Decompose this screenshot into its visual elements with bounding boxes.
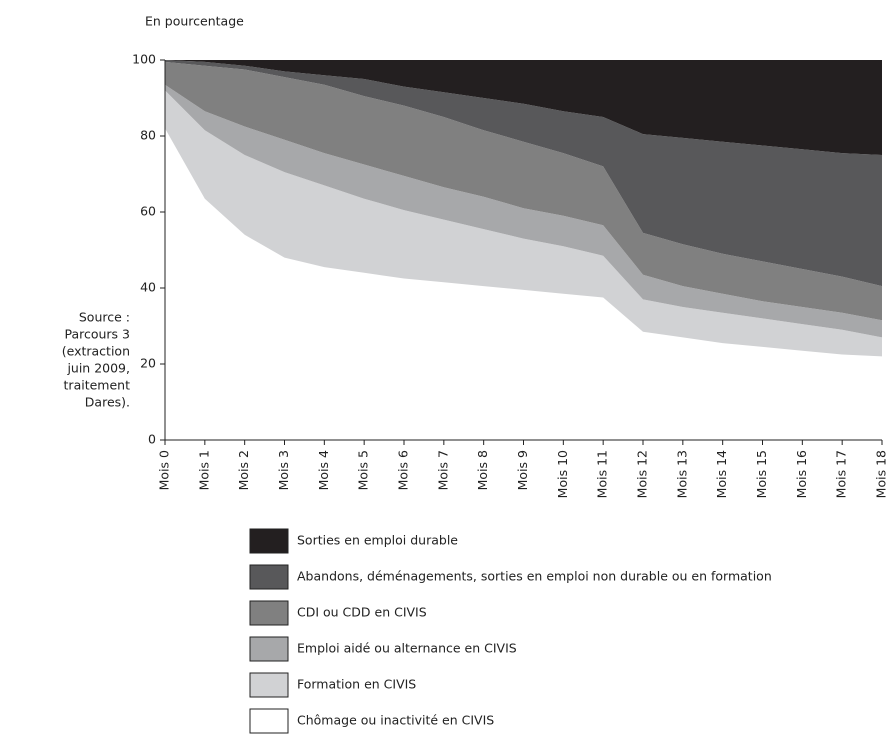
legend-label: Formation en CIVIS [297,677,416,692]
legend-label: Abandons, déménagements, sorties en empl… [297,569,772,584]
x-tick-label: Mois 18 [874,450,889,498]
source-note: Parcours 3 [64,327,130,342]
x-tick-label: Mois 13 [674,450,689,498]
x-tick-label: Mois 17 [834,450,849,498]
x-tick-label: Mois 3 [276,450,291,490]
x-tick-label: Mois 14 [714,450,729,498]
legend-label: Emploi aidé ou alternance en CIVIS [297,641,517,656]
legend-label: Sorties en emploi durable [297,533,458,548]
y-axis-label: En pourcentage [145,14,244,29]
source-note: (extraction [62,344,130,359]
source-note: traitement [64,378,131,393]
y-tick-label: 0 [148,432,156,447]
y-tick-label: 60 [140,204,156,219]
legend-swatch [249,600,289,626]
x-tick-label: Mois 6 [396,450,411,490]
area [165,60,882,155]
source-note: Source : [79,310,130,325]
legend-swatch [249,564,289,590]
legend-swatch [249,636,289,662]
x-tick-label: Mois 11 [595,450,610,498]
x-tick-label: Mois 5 [356,450,371,490]
y-tick-label: 40 [140,280,156,295]
legend-label: CDI ou CDD en CIVIS [297,605,427,620]
x-tick-label: Mois 2 [236,450,251,490]
legend-swatch [249,708,289,734]
x-tick-label: Mois 4 [316,450,331,490]
legend-swatch [249,528,289,554]
area [165,128,882,440]
legend-label: Chômage ou inactivité en CIVIS [297,713,494,728]
legend-swatch [249,672,289,698]
source-note: Dares). [85,395,130,410]
y-tick-label: 80 [140,128,156,143]
area [165,60,882,287]
x-tick-label: Mois 1 [196,450,211,490]
x-tick-label: Mois 9 [515,450,530,490]
y-tick-label: 100 [132,52,156,67]
x-tick-label: Mois 8 [475,450,490,490]
x-tick-label: Mois 0 [157,450,172,490]
x-tick-label: Mois 10 [555,450,570,498]
y-tick-label: 20 [140,356,156,371]
area [165,90,882,357]
x-tick-label: Mois 16 [794,450,809,498]
area [165,84,882,338]
source-note: juin 2009, [66,361,130,376]
x-tick-label: Mois 15 [754,450,769,498]
area [165,61,882,321]
x-tick-label: Mois 7 [435,450,450,490]
x-tick-label: Mois 12 [635,450,650,498]
